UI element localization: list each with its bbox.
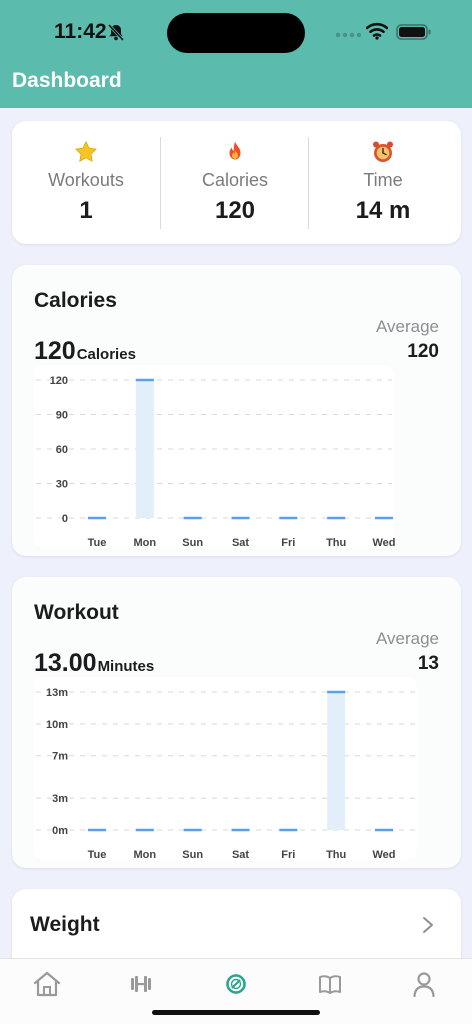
stat-calories: Calories 120	[161, 121, 309, 244]
tab-home[interactable]	[31, 969, 63, 999]
chart-plot-area	[34, 365, 394, 548]
x-tick-label: Fri	[281, 537, 295, 549]
dashboard-icon	[226, 974, 246, 994]
dumbbell-icon	[131, 976, 151, 992]
y-tick-label: 7m	[52, 751, 68, 763]
bar	[135, 380, 154, 518]
status-bar: 11:42	[0, 0, 472, 64]
y-tick-label: 0	[62, 513, 68, 525]
wifi-icon	[366, 22, 388, 40]
chart-title: Calories	[34, 289, 117, 312]
x-tick-label: Tue	[88, 537, 107, 549]
dynamic-island	[167, 13, 305, 53]
x-tick-label: Sun	[182, 537, 203, 549]
calories-total: 120Calories	[34, 337, 136, 366]
x-tick-label: Thu	[326, 849, 346, 861]
stat-workouts: Workouts 1	[12, 121, 160, 244]
alarm-clock-icon	[373, 141, 393, 162]
x-tick-label: Tue	[88, 849, 107, 861]
chevron-right-icon[interactable]	[421, 916, 435, 934]
y-tick-label: 3m	[52, 793, 68, 805]
x-tick-label: Mon	[134, 537, 157, 549]
total-unit: Minutes	[97, 658, 155, 675]
tab-workouts[interactable]	[125, 969, 157, 999]
tab-library[interactable]	[314, 969, 346, 999]
page-title: Dashboard	[12, 69, 122, 92]
stat-value: 14 m	[355, 197, 411, 224]
profile-icon	[413, 972, 435, 998]
star-icon	[75, 140, 97, 162]
y-tick-label: 60	[56, 444, 68, 456]
book-icon	[319, 975, 341, 994]
home-icon	[33, 971, 61, 997]
x-tick-label: Thu	[326, 537, 346, 549]
divider	[308, 137, 309, 229]
workout-total: 13.00Minutes	[34, 649, 154, 678]
stat-time: Time 14 m	[309, 121, 457, 244]
y-tick-label: 30	[56, 479, 68, 491]
status-time: 11:42	[54, 20, 107, 43]
total-value: 120	[34, 337, 76, 365]
stat-label: Time	[363, 170, 403, 190]
flame-icon	[229, 141, 241, 160]
bar	[327, 692, 346, 830]
x-tick-label: Wed	[372, 537, 395, 549]
tab-dashboard[interactable]	[220, 969, 252, 999]
y-tick-label: 10m	[46, 719, 68, 731]
stat-label: Calories	[201, 170, 269, 190]
app-header: 11:42 Dashboard	[0, 0, 472, 108]
stat-label: Workouts	[48, 170, 124, 190]
stat-value: 1	[79, 197, 93, 224]
workout-bar-chart: 13m 10m 7m 3m 0m Tue Mon Sun Sat Fri Thu Wed	[34, 677, 417, 861]
stat-value: 120	[214, 197, 256, 224]
cellular-signal-icon	[335, 32, 361, 38]
y-tick-label: 90	[56, 410, 68, 422]
average-value: 120	[407, 341, 439, 362]
total-value: 13.00	[34, 649, 97, 677]
average-value: 13	[417, 653, 439, 674]
y-tick-label: 13m	[46, 687, 68, 699]
x-tick-label: Wed	[372, 849, 395, 861]
x-tick-label: Mon	[134, 849, 157, 861]
y-tick-label: 120	[50, 375, 68, 387]
average-label: Average	[375, 317, 439, 336]
summary-card: Workouts 1 Calories 120 Time 14 m	[12, 121, 461, 244]
average-label: Average	[375, 629, 439, 648]
calories-chart-card: Calories Average 120 120Calories 120 90 60…	[12, 265, 461, 556]
x-tick-label: Fri	[281, 849, 295, 861]
bell-off-icon	[107, 23, 125, 42]
calories-bar-chart: 120 90 60 30 0 Tue Mon Sun Sat Fri Thu Wed	[34, 365, 396, 549]
divider	[160, 137, 161, 229]
y-tick-label: 0m	[52, 825, 68, 837]
chart-plot-area	[34, 677, 417, 860]
home-indicator	[152, 1010, 320, 1015]
x-tick-label: Sat	[232, 849, 249, 861]
tab-profile[interactable]	[408, 969, 440, 999]
x-tick-label: Sat	[232, 537, 249, 549]
total-unit: Calories	[76, 346, 136, 363]
x-tick-label: Sun	[182, 849, 203, 861]
battery-icon	[396, 24, 431, 40]
chart-title: Workout	[34, 601, 119, 624]
workout-chart-card: Workout Average 13 13.00Minutes 13m 10m 7m…	[12, 577, 461, 868]
weight-title: Weight	[30, 913, 100, 936]
